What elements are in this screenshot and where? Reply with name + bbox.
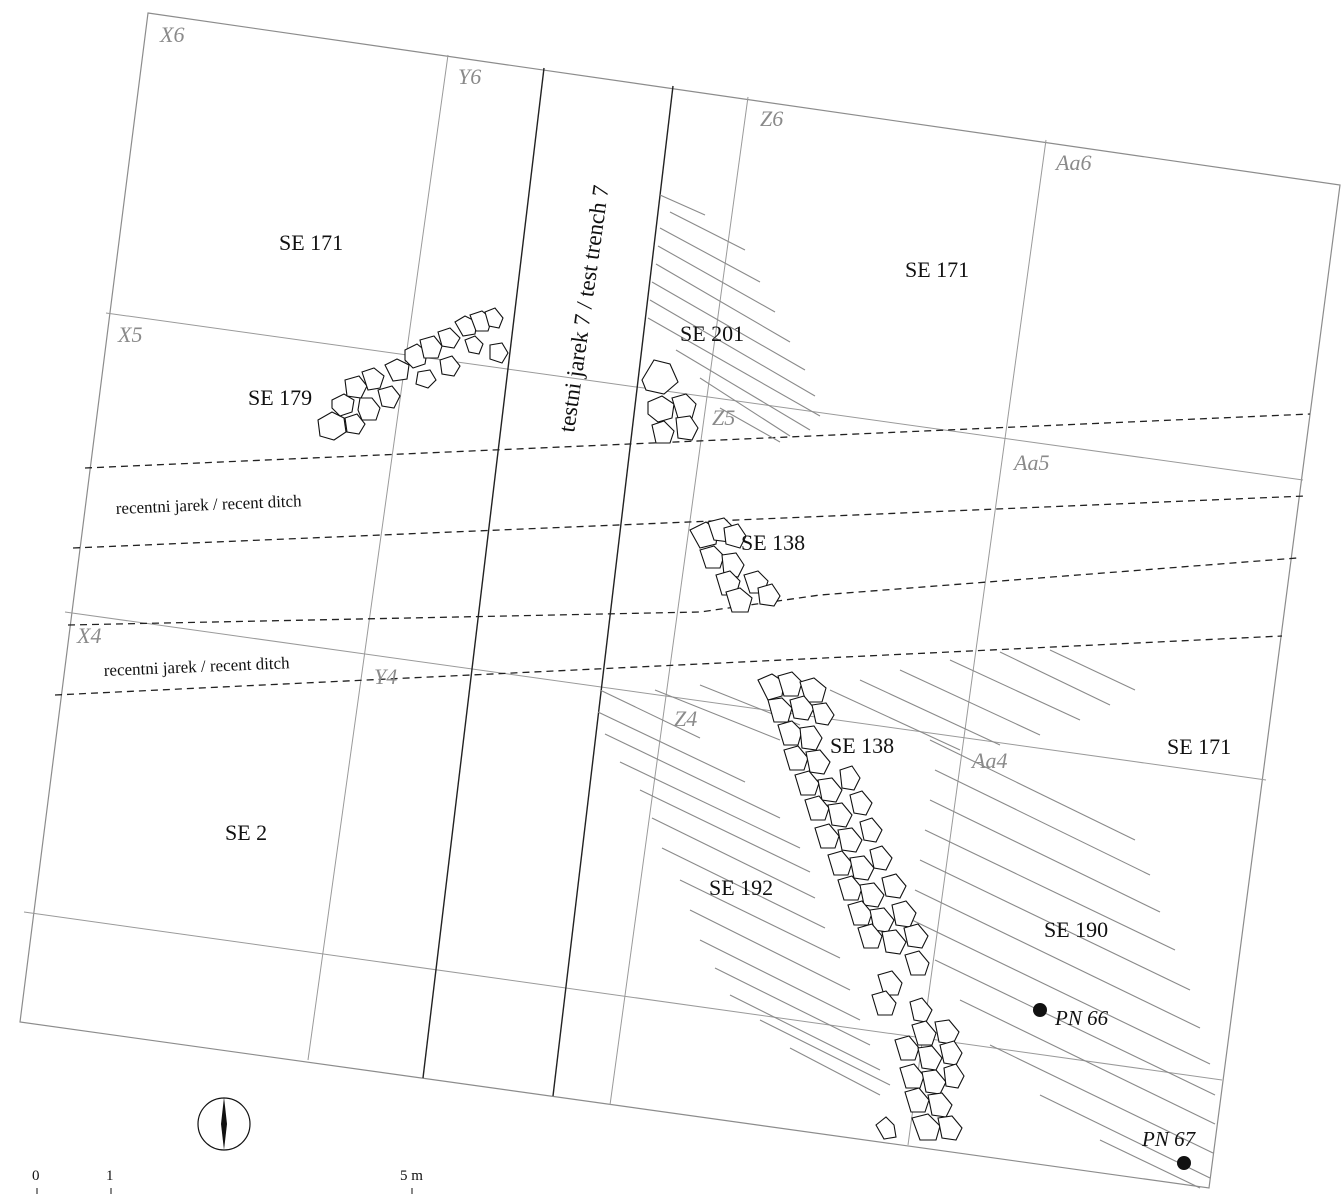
ditch-upper-top-edge — [84, 413, 1311, 469]
scale-label-0: 0 — [32, 1168, 40, 1184]
stone-cluster-z5 — [641, 359, 699, 444]
grid-label-aa4: Aa4 — [970, 748, 1007, 773]
find-point-label-pn67: PN 67 — [1141, 1127, 1197, 1151]
grid-label-x4: X4 — [76, 623, 101, 648]
grid-label-x6: X6 — [159, 22, 184, 47]
feature-label-se2: SE 2 — [225, 820, 267, 845]
feature-label-se138-upper: SE 138 — [741, 530, 805, 555]
test-trench-label: testni jarek 7 / test trench 7 — [554, 184, 613, 434]
grid-line-row-5 — [105, 312, 1304, 481]
find-point-pn67 — [1177, 1156, 1191, 1170]
feature-label-se171-northwest: SE 171 — [279, 230, 343, 255]
stone-band-se138-lower — [757, 671, 965, 1141]
grid-label-x5: X5 — [117, 322, 142, 347]
feature-label-se138-lower: SE 138 — [830, 733, 894, 758]
feature-label-se171-east: SE 171 — [1167, 734, 1231, 759]
ditch-label-lower: recentni jarek / recent ditch — [103, 653, 290, 680]
scale-label-5m: 5 m — [400, 1168, 423, 1184]
find-point-label-pn66: PN 66 — [1054, 1006, 1109, 1030]
hatch-se201 — [647, 194, 821, 443]
grid-line-row-3 — [23, 911, 1223, 1081]
feature-label-se190: SE 190 — [1044, 917, 1108, 942]
ditch-upper-bottom-edge — [72, 495, 1306, 549]
find-point-pn66 — [1033, 1003, 1047, 1017]
ditch-lower-top-edge — [67, 557, 1298, 626]
grid-line-col-z — [609, 96, 749, 1106]
north-arrow-icon — [197, 1097, 251, 1151]
feature-label-se201: SE 201 — [680, 321, 744, 346]
grid-label-y6: Y6 — [458, 64, 481, 89]
grid-label-z6: Z6 — [760, 106, 783, 131]
hatch-se192-se190 — [597, 649, 1216, 1189]
scale-bar: 0 1 5 m — [32, 1168, 423, 1194]
feature-label-se192: SE 192 — [709, 875, 773, 900]
test-trench-right-edge — [552, 85, 674, 1097]
plan-frame — [19, 12, 1341, 1189]
ditch-lower-bottom-edge — [54, 635, 1283, 696]
grid-label-aa6: Aa6 — [1054, 150, 1091, 175]
scale-label-1: 1 — [106, 1168, 114, 1184]
grid-line-col-y — [307, 54, 449, 1061]
stone-cluster-se179 — [317, 307, 509, 441]
grid-label-z5: Z5 — [712, 405, 735, 430]
test-trench-left-edge — [422, 67, 545, 1079]
feature-label-se171-northeast: SE 171 — [905, 257, 969, 282]
feature-label-se179: SE 179 — [248, 385, 312, 410]
stone-cluster-se138-upper — [689, 517, 781, 613]
grid-label-z4: Z4 — [674, 706, 697, 731]
grid-label-y4: Y4 — [374, 664, 397, 689]
grid-line-col-aa — [907, 139, 1047, 1146]
ditch-label-upper: recentni jarek / recent ditch — [115, 491, 302, 518]
grid-label-aa5: Aa5 — [1012, 450, 1049, 475]
